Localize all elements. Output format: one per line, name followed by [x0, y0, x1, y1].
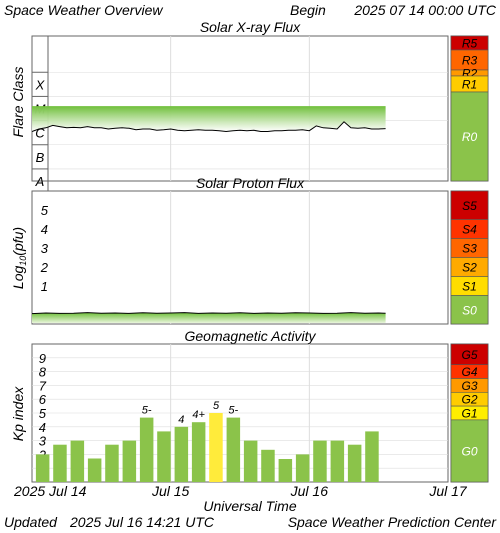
scale-label-s4: S4: [462, 223, 477, 237]
kp-bar: [122, 440, 137, 482]
kp-bar: [278, 459, 293, 482]
scale-level-s0: [450, 295, 489, 325]
kp-bars: 5- 4 4+ 5 5-: [35, 400, 379, 482]
class-label-a: A: [35, 174, 45, 189]
scale-label-r0: R0: [462, 130, 478, 144]
updated-value: 2025 Jul 16 14:21 UTC: [69, 514, 215, 530]
kp-bar: [313, 440, 327, 482]
kp-bar: [139, 417, 154, 482]
scale-label-s0: S0: [462, 303, 477, 317]
class-label-c: C: [35, 126, 45, 141]
kp-bar: [105, 444, 119, 482]
scale-label-g4: G4: [461, 365, 477, 379]
kp-panel: Geomagnetic Activity Kp index 123456789 …: [10, 328, 489, 483]
kp-bar: [53, 444, 67, 482]
kp-bar: [295, 454, 310, 482]
proton-y-tick-label: 1: [41, 279, 48, 294]
scale-level-g0: [450, 419, 489, 483]
kp-ylabel: Kp index: [10, 386, 26, 441]
kp-bar-label: 5-: [228, 405, 238, 417]
x-tick-label: Jul 16: [290, 483, 329, 499]
kp-bar-label: 5-: [142, 405, 152, 417]
kp-y-tick-label: 9: [39, 351, 46, 366]
kp-y-tick-label: 3: [39, 434, 47, 449]
scale-label-g1: G1: [461, 407, 477, 421]
scale-label-r1: R1: [462, 78, 477, 92]
x-axis-ticks: 2025 Jul 14 Jul 15 Jul 16 Jul 17: [13, 483, 468, 499]
kp-bar-label: 4+: [192, 409, 205, 421]
kp-bar: [365, 431, 379, 482]
proton-y-tick-label: 5: [41, 203, 49, 218]
scale-label-g2: G2: [461, 393, 477, 407]
kp-bar: [226, 417, 241, 482]
kp-bar: [70, 440, 85, 482]
proton-radiation-storm-scale: S5 S4 S3 S2 S1 S0: [450, 190, 489, 325]
kp-bar: [261, 449, 275, 482]
x-tick-label: 2025 Jul 14: [13, 483, 87, 499]
kp-y-tick-label: 5: [39, 406, 47, 421]
kp-bar: [35, 454, 50, 482]
kp-bar: [330, 440, 345, 482]
x-axis-label: Universal Time: [203, 498, 296, 514]
kp-bar: [243, 440, 258, 482]
footer-source: Space Weather Prediction Center: [288, 514, 498, 530]
kp-bar: [209, 413, 223, 482]
xray-panel: Solar X-ray Flux Flare Class XMCBA R5R3R…: [10, 19, 489, 194]
proton-flux-fill: [32, 312, 386, 323]
scale-label-g3: G3: [461, 379, 477, 393]
kp-bar: [191, 422, 206, 482]
kp-y-tick-label: 7: [39, 378, 47, 393]
kp-bar: [174, 426, 189, 482]
proton-grid: [170, 191, 310, 324]
class-label-b: B: [36, 150, 45, 165]
kp-bar: [347, 444, 362, 482]
proton-flux-line: [31, 312, 386, 315]
xray-ylabel: Flare Class: [10, 67, 26, 138]
scale-label-s2: S2: [462, 261, 477, 275]
scale-label-g0: G0: [461, 444, 477, 458]
proton-title: Solar Proton Flux: [196, 175, 305, 191]
scale-label-s1: S1: [462, 280, 477, 294]
kp-y-tick-label: 4: [39, 420, 46, 435]
scale-label-r3: R3: [462, 54, 478, 68]
scale-level-r0: [450, 91, 489, 182]
kp-bar: [157, 431, 171, 482]
kp-bar-label: 5: [213, 400, 220, 412]
proton-y-tick-label: 3: [41, 241, 49, 256]
proton-ylabel: Log10(pfu): [10, 227, 28, 289]
page-title: Space Weather Overview: [4, 2, 163, 18]
xray-flux-line: [31, 121, 386, 133]
scale-label-s5: S5: [462, 199, 477, 213]
class-label-x: X: [35, 77, 46, 92]
kp-bar: [87, 458, 102, 482]
proton-frame: [31, 190, 449, 325]
x-tick-label: Jul 17: [428, 483, 468, 499]
kp-y-tick-label: 6: [39, 392, 47, 407]
proton-y-tick-label: 4: [41, 222, 48, 237]
updated-label: Updated: [4, 514, 58, 530]
kp-y-tick-label: 8: [39, 365, 47, 380]
scale-label-s3: S3: [462, 242, 477, 256]
scale-level-s5: [450, 190, 489, 220]
scale-label-g5: G5: [461, 348, 477, 362]
begin-label: Begin: [290, 2, 326, 18]
x-tick-label: Jul 15: [151, 483, 190, 499]
proton-y-ticks: 1 2 3 4 5: [40, 203, 49, 294]
begin-value: 2025 07 14 00:00 UTC: [353, 2, 497, 18]
xray-flux-fill: [32, 106, 386, 132]
proton-y-tick-label: 2: [40, 260, 49, 275]
scale-label-r5: R5: [462, 37, 478, 51]
kp-bar-label: 4: [178, 414, 184, 426]
kp-title: Geomagnetic Activity: [185, 328, 317, 344]
xray-title: Solar X-ray Flux: [200, 19, 301, 35]
